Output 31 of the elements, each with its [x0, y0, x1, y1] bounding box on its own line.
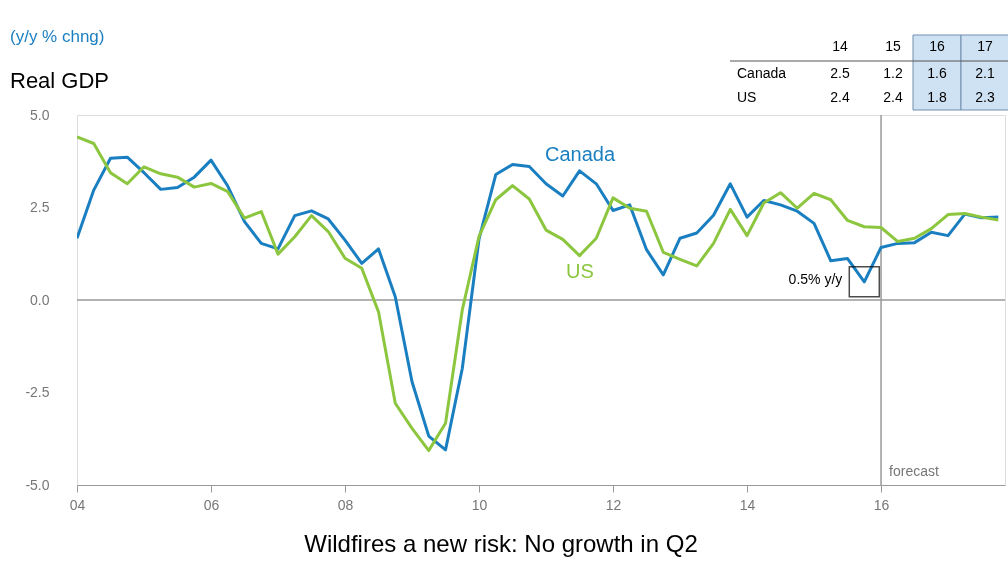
annotation: 0.5% y/y — [788, 270, 843, 287]
x-tick-label: 14 — [739, 496, 756, 513]
y-tick-label: -5.0 — [25, 476, 50, 493]
x-tick-label: 15 — [885, 38, 901, 54]
x-tick-label: 16 — [929, 38, 945, 54]
y-tick-label: -2.5 — [25, 384, 50, 400]
x-tick-label: 17 — [977, 38, 993, 54]
x-tick-label: 10 — [471, 496, 488, 513]
y-tick-label: 5.0 — [30, 106, 50, 123]
x-tick-label: 12 — [605, 496, 622, 513]
data-label: 2.5 — [830, 65, 850, 81]
data-label: 1.6 — [927, 65, 947, 81]
x-tick-label: 04 — [69, 496, 86, 513]
x-tick-label: 08 — [337, 496, 354, 513]
y-tick-label: 2.5 — [30, 199, 50, 215]
y-axis-title: (y/y % chng) — [10, 27, 105, 46]
data-label: 2.3 — [975, 89, 995, 105]
x-tick-label: 14 — [832, 38, 848, 54]
data-label: 1.8 — [927, 89, 947, 105]
series-label: Canada — [544, 143, 616, 165]
x-tick-label: 16 — [873, 496, 890, 513]
series-label: US — [566, 260, 594, 282]
data-label: 2.4 — [883, 89, 903, 105]
data-label: 2.1 — [975, 65, 995, 81]
data-label: 2.4 — [830, 89, 850, 105]
data-label: 1.2 — [883, 65, 903, 81]
text: Wildfires a new risk: No growth in Q2 — [304, 530, 698, 557]
ref-line-label: forecast — [889, 463, 939, 479]
x-tick-label: 06 — [203, 496, 220, 513]
chart-title: Real GDP — [10, 68, 110, 93]
y-tick-label: 0.0 — [30, 291, 50, 308]
